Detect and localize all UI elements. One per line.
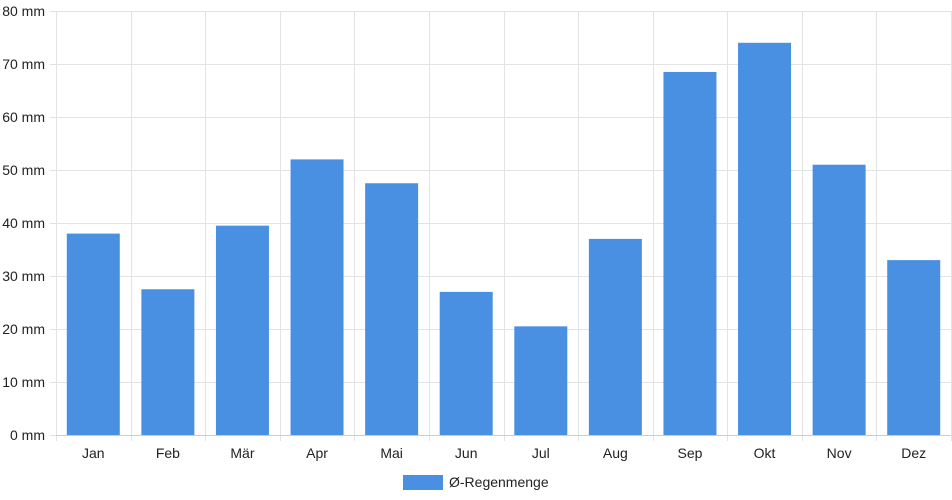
- x-tick-label: Feb: [156, 445, 180, 461]
- y-tick-label: 0 mm: [10, 427, 45, 443]
- x-tick-label: Jul: [532, 445, 550, 461]
- x-tick-label: Nov: [827, 445, 852, 461]
- x-tick-label: Apr: [306, 445, 328, 461]
- y-tick-label: 30 mm: [2, 268, 45, 284]
- y-tick-label: 60 mm: [2, 109, 45, 125]
- bar-Jun[interactable]: [439, 291, 493, 435]
- legend[interactable]: Ø-Regenmenge: [403, 474, 549, 490]
- y-tick-label: 10 mm: [2, 374, 45, 390]
- bar-Sep[interactable]: [663, 71, 717, 435]
- y-axis-tick-labels: 0 mm 10 mm 20 mm 30 mm 40 mm 50 mm 60 mm 70 mm 8…: [2, 3, 45, 443]
- x-tick-label: Jan: [82, 445, 105, 461]
- bar-Aug[interactable]: [588, 238, 642, 435]
- y-tick-label: 70 mm: [2, 56, 45, 72]
- x-tick-label: Jun: [455, 445, 478, 461]
- x-tick-label: Mär: [230, 445, 254, 461]
- legend-label: Ø-Regenmenge: [449, 474, 549, 490]
- y-tick-label: 80 mm: [2, 3, 45, 19]
- y-tick-label: 20 mm: [2, 321, 45, 337]
- x-tick-label: Sep: [677, 445, 702, 461]
- bar-Mär[interactable]: [215, 225, 269, 435]
- x-tick-label: Mai: [380, 445, 403, 461]
- y-tick-label: 50 mm: [2, 162, 45, 178]
- bar-Dez[interactable]: [887, 260, 941, 435]
- y-tick-label: 40 mm: [2, 215, 45, 231]
- bar-Mai[interactable]: [365, 183, 419, 435]
- x-tick-label: Okt: [754, 445, 776, 461]
- bar-Jan[interactable]: [66, 233, 120, 435]
- bar-Feb[interactable]: [141, 289, 195, 435]
- bar-Apr[interactable]: [290, 159, 344, 435]
- x-tick-label: Aug: [603, 445, 628, 461]
- x-axis-tick-labels: Jan Feb Mär Apr Mai Jun Jul Aug Sep Okt Nov Dez: [82, 445, 926, 461]
- x-tick-label: Dez: [901, 445, 926, 461]
- legend-swatch: [403, 475, 443, 490]
- bar-Jul[interactable]: [514, 326, 568, 435]
- bar-Okt[interactable]: [738, 42, 792, 436]
- bars: [66, 42, 941, 436]
- bar-Nov[interactable]: [812, 164, 866, 435]
